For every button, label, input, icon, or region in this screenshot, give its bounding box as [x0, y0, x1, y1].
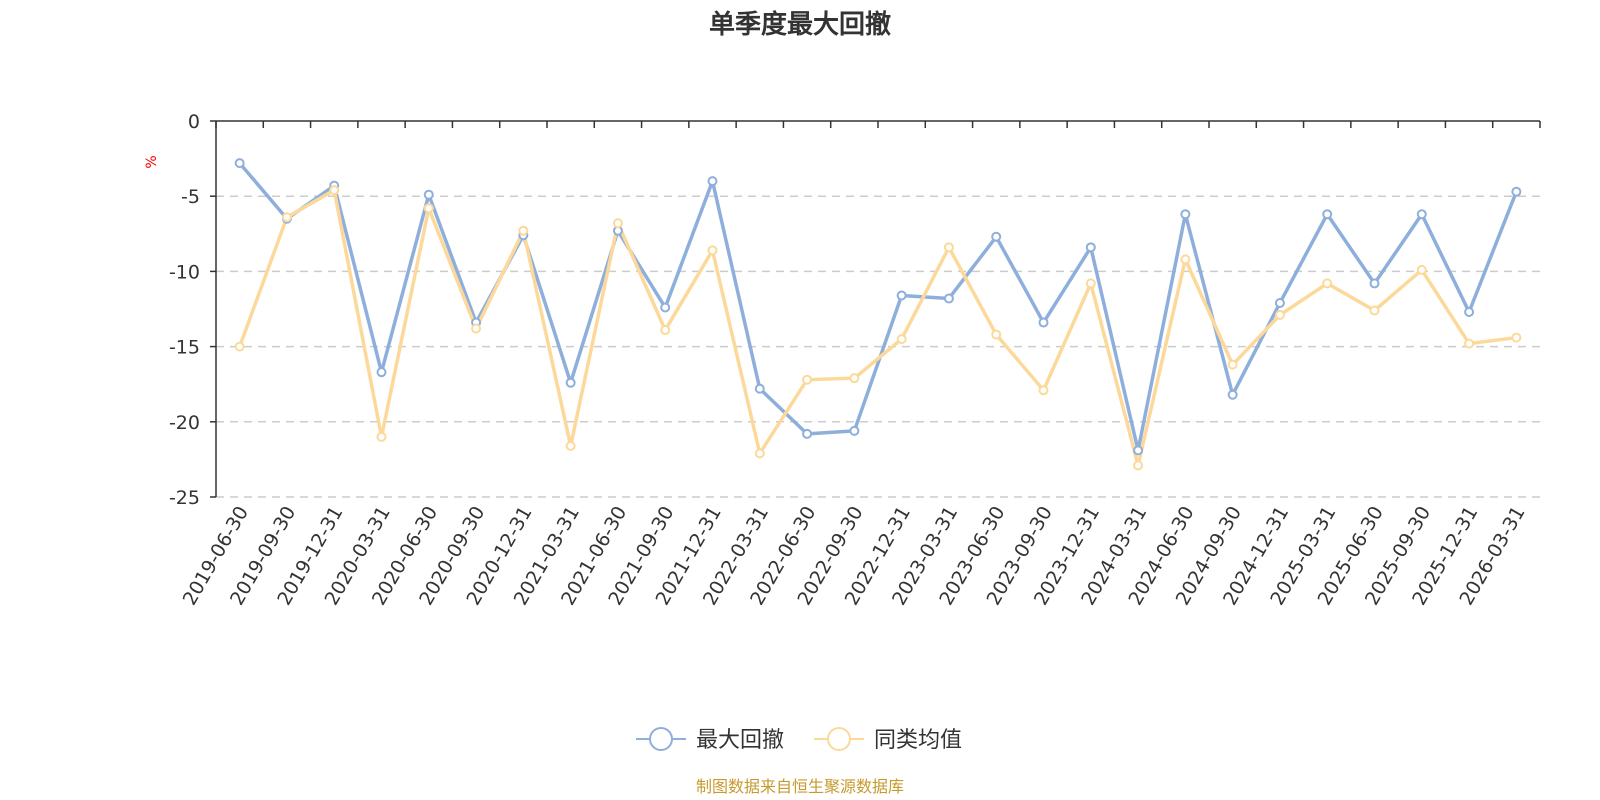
axes: 0-5-10-15-20-252019-06-302019-09-302019-… [169, 111, 1541, 609]
data-point[interactable] [802, 374, 813, 385]
data-point[interactable] [1038, 385, 1049, 396]
data-point[interactable] [329, 185, 340, 196]
data-point[interactable] [1180, 254, 1191, 265]
chart-title: 单季度最大回撤 [709, 9, 891, 40]
data-point[interactable] [991, 231, 1002, 242]
y-tick-label: -20 [169, 412, 200, 434]
legend-label: 同类均值 [874, 728, 962, 753]
y-tick-label: -25 [169, 487, 200, 509]
data-point[interactable] [1085, 242, 1096, 253]
data-point[interactable] [1369, 278, 1380, 289]
grid-lines [216, 195, 1540, 498]
data-source-note: 制图数据来自恒生聚源数据库 [696, 777, 904, 796]
legend-label: 最大回撤 [696, 728, 784, 753]
data-point[interactable] [1085, 278, 1096, 289]
data-point[interactable] [1274, 297, 1285, 308]
y-tick-label: -10 [169, 261, 200, 283]
legend-item[interactable]: 最大回撤 [636, 727, 784, 753]
data-point[interactable] [896, 334, 907, 345]
data-point[interactable] [565, 377, 576, 388]
data-point[interactable] [471, 323, 482, 334]
data-point[interactable] [660, 325, 671, 336]
y-tick-label: -5 [181, 186, 200, 208]
data-point[interactable] [943, 242, 954, 253]
data-point[interactable] [1227, 389, 1238, 400]
data-point[interactable] [707, 176, 718, 187]
series-line [237, 188, 1517, 468]
data-point[interactable] [1180, 209, 1191, 220]
y-axis-unit: % [144, 155, 160, 168]
y-tick-label: -15 [169, 337, 200, 359]
legend-marker-icon [649, 727, 673, 751]
data-point[interactable] [1133, 460, 1144, 471]
data-point[interactable] [234, 341, 245, 352]
data-point[interactable] [376, 367, 387, 378]
data-point[interactable] [1416, 209, 1427, 220]
series-lines [234, 158, 1522, 471]
data-point[interactable] [612, 218, 623, 229]
data-point[interactable] [1369, 305, 1380, 316]
data-point[interactable] [1511, 332, 1522, 343]
data-point[interactable] [234, 158, 245, 169]
data-point[interactable] [1511, 186, 1522, 197]
data-point[interactable] [943, 293, 954, 304]
data-point[interactable] [1322, 209, 1333, 220]
data-point[interactable] [849, 373, 860, 384]
legend-marker-icon [827, 727, 851, 751]
data-point[interactable] [423, 203, 434, 214]
data-point[interactable] [1133, 445, 1144, 456]
series-line [238, 161, 1518, 453]
data-point[interactable] [1464, 338, 1475, 349]
data-point[interactable] [1322, 278, 1333, 289]
data-point[interactable] [660, 302, 671, 313]
data-point[interactable] [1416, 264, 1427, 275]
legend-item[interactable]: 同类均值 [814, 727, 962, 753]
data-point[interactable] [423, 189, 434, 200]
data-point[interactable] [1274, 310, 1285, 321]
data-point[interactable] [376, 431, 387, 442]
data-point[interactable] [707, 245, 718, 256]
data-point[interactable] [754, 383, 765, 394]
data-point[interactable] [281, 212, 292, 223]
data-point[interactable] [1227, 359, 1238, 370]
legend[interactable]: 最大回撤 同类均值 [636, 727, 962, 753]
data-point[interactable] [991, 329, 1002, 340]
data-point[interactable] [565, 440, 576, 451]
data-point[interactable] [1464, 307, 1475, 318]
data-point[interactable] [802, 428, 813, 439]
data-point[interactable] [1038, 317, 1049, 328]
data-point[interactable] [754, 448, 765, 459]
data-point[interactable] [896, 290, 907, 301]
data-point[interactable] [849, 425, 860, 436]
data-point[interactable] [518, 225, 529, 236]
y-tick-label: 0 [188, 111, 200, 133]
